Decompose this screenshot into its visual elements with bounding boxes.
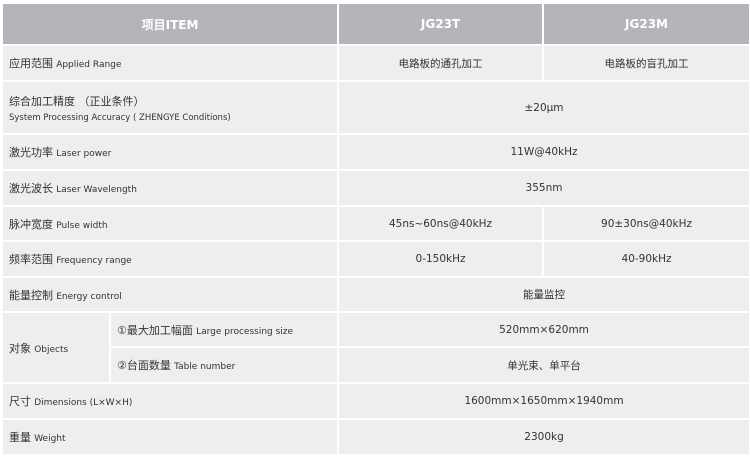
value-jg23t: 0-150kHz — [337, 240, 545, 278]
table-row: 综合加工精度 （正业条件） System Processing Accuracy … — [0, 80, 750, 135]
label-en: Laser Wavelength — [56, 185, 137, 195]
table-row: 脉冲宽度 Pulse width 45ns~60ns@40kHz 90±30ns… — [0, 205, 750, 242]
table-row: 激光功率 Laser power 11W@40kHz — [0, 133, 750, 171]
label-cn: 重量 — [9, 431, 31, 444]
sub-label: ②台面数量 Table number — [108, 346, 340, 384]
value-jg23m: 40-90kHz — [542, 240, 750, 278]
label-cn: ②台面数量 — [117, 359, 171, 372]
table-row: 应用范围 Applied Range 电路板的通孔加工 电路板的盲孔加工 — [0, 44, 750, 82]
label-cn: 激光波长 — [9, 182, 53, 195]
table-row: 激光波长 Laser Wavelength 355nm — [0, 169, 750, 207]
header-item: 项目ITEM — [0, 2, 340, 46]
value-jg23m: 电路板的盲孔加工 — [542, 44, 750, 82]
row-label: 激光功率 Laser power — [0, 133, 340, 171]
label-en: Energy control — [56, 291, 122, 302]
row-label: 对象 Objects — [1, 311, 111, 384]
label-en: Dimensions (L×W×H) — [34, 398, 133, 408]
label-cn: 能量控制 — [9, 288, 53, 302]
table-row: 频率范围 Frequency range 0-150kHz 40-90kHz — [0, 240, 750, 278]
label-en: Applied Range — [56, 60, 122, 70]
value-shared: 11W@40kHz — [337, 133, 750, 171]
label-cn: 脉冲宽度 — [9, 217, 53, 231]
value-shared: 能量监控 — [337, 276, 750, 313]
header-jg23t: JG23T — [337, 2, 545, 46]
label-en: Pulse width — [56, 220, 108, 231]
value-shared: 1600mm×1650mm×1940mm — [337, 382, 750, 420]
row-label: 应用范围 Applied Range — [0, 44, 340, 82]
label-cn: 对象 — [9, 341, 31, 355]
label-cn: 激光功率 — [9, 146, 53, 159]
value-jg23t: 45ns~60ns@40kHz — [337, 205, 545, 242]
value-shared: 520mm×620mm — [337, 311, 750, 348]
label-en: Large processing size — [196, 326, 294, 337]
label-cn: 应用范围 — [9, 57, 53, 70]
label-en: System Processing Accuracy ( ZHENGYE Con… — [9, 112, 231, 123]
table-row: ②台面数量 Table number 单光束、单平台 — [2, 346, 750, 384]
label-cn: ①最大加工幅面 — [117, 323, 193, 337]
row-label: 频率范围 Frequency range — [0, 240, 340, 278]
sub-label: ①最大加工幅面 Large processing size — [108, 311, 340, 348]
table-row: 对象 Objects ①最大加工幅面 Large processing size… — [1, 311, 750, 384]
label-en: Laser power — [56, 149, 112, 159]
table-row: 能量控制 Energy control 能量监控 — [0, 276, 750, 313]
row-label: 综合加工精度 （正业条件） System Processing Accuracy … — [0, 80, 340, 135]
value-shared: 355nm — [337, 169, 750, 207]
value-shared: 单光束、单平台 — [337, 346, 750, 384]
table-row: 尺寸 Dimensions (L×W×H) 1600mm×1650mm×1940… — [0, 382, 750, 420]
header-jg23m: JG23M — [542, 2, 750, 46]
label-en: Objects — [34, 344, 69, 355]
label-en: Frequency range — [56, 256, 132, 266]
value-jg23t: 电路板的通孔加工 — [337, 44, 545, 82]
row-label: 脉冲宽度 Pulse width — [0, 205, 340, 242]
row-label: 尺寸 Dimensions (L×W×H) — [0, 382, 340, 420]
value-shared: 2300kg — [337, 418, 750, 456]
label-cn: 尺寸 — [9, 395, 31, 408]
row-label: 激光波长 Laser Wavelength — [0, 169, 340, 207]
label-en: Weight — [34, 434, 66, 444]
label-cn: 频率范围 — [9, 253, 53, 266]
table-row: 重量 Weight 2300kg — [0, 418, 750, 456]
value-shared: ±20μm — [337, 80, 750, 135]
label-cn: 综合加工精度 （正业条件） — [9, 94, 145, 108]
value-jg23m: 90±30ns@40kHz — [542, 205, 750, 242]
table-header: 项目ITEM JG23T JG23M — [0, 2, 750, 46]
row-label: 重量 Weight — [0, 418, 340, 456]
label-en: Table number — [174, 362, 236, 372]
row-label: 能量控制 Energy control — [0, 276, 340, 313]
